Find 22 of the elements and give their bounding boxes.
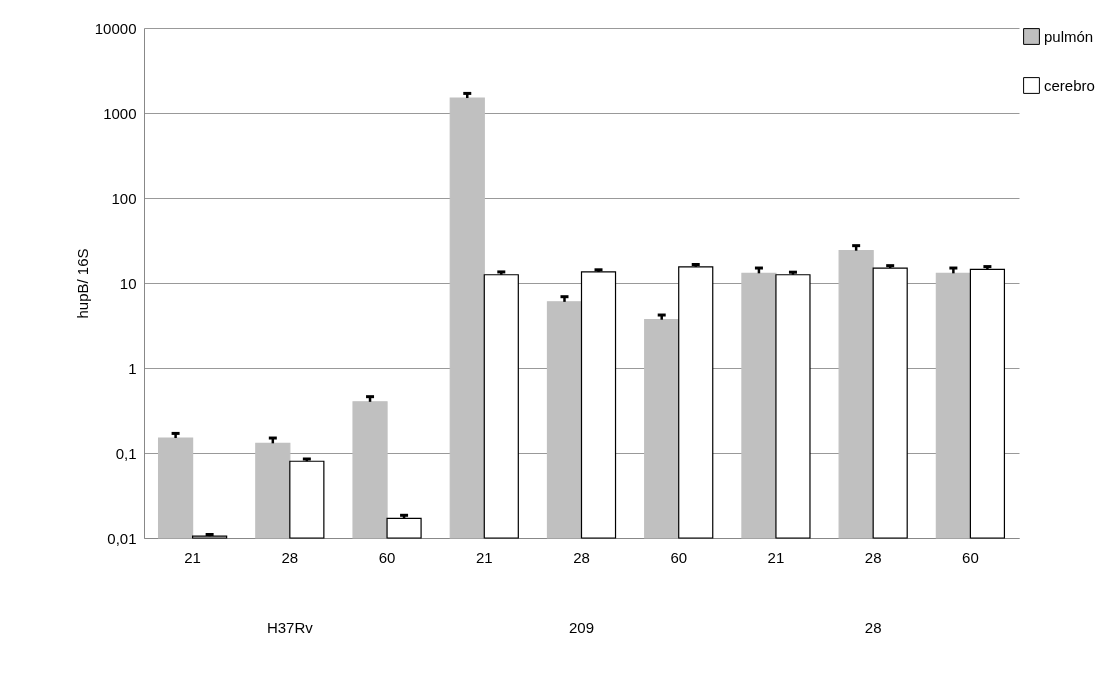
y-tick-label: 1000 bbox=[103, 104, 137, 122]
x-tick-label: 28 bbox=[573, 548, 590, 566]
legend-label: cerebro bbox=[1044, 76, 1095, 94]
x-tick-label: 60 bbox=[962, 548, 979, 566]
y-tick-label: 0,01 bbox=[107, 529, 137, 547]
y-tick-label: 1 bbox=[128, 359, 137, 377]
x-tick-label: 21 bbox=[767, 548, 785, 566]
x-tick-label: 28 bbox=[281, 548, 299, 566]
y-tick-label: 10 bbox=[119, 274, 137, 292]
y-tick-label: 10000 bbox=[94, 19, 137, 37]
text: H37Rv bbox=[266, 619, 314, 636]
x-tick-label: 21 bbox=[475, 548, 493, 566]
x-tick-label: 60 bbox=[378, 548, 396, 566]
y-tick-label: 0,1 bbox=[115, 444, 137, 462]
legend-label: pulmón bbox=[1044, 27, 1094, 45]
text: 209 bbox=[568, 619, 595, 636]
y-axis-title: hupB/ 16S bbox=[73, 248, 91, 319]
x-tick-label: 60 bbox=[670, 548, 688, 566]
text: 28 bbox=[864, 619, 882, 636]
y-tick-label: 100 bbox=[111, 189, 137, 207]
x-tick-label: 28 bbox=[864, 548, 882, 566]
x-tick-label: 21 bbox=[184, 548, 201, 566]
